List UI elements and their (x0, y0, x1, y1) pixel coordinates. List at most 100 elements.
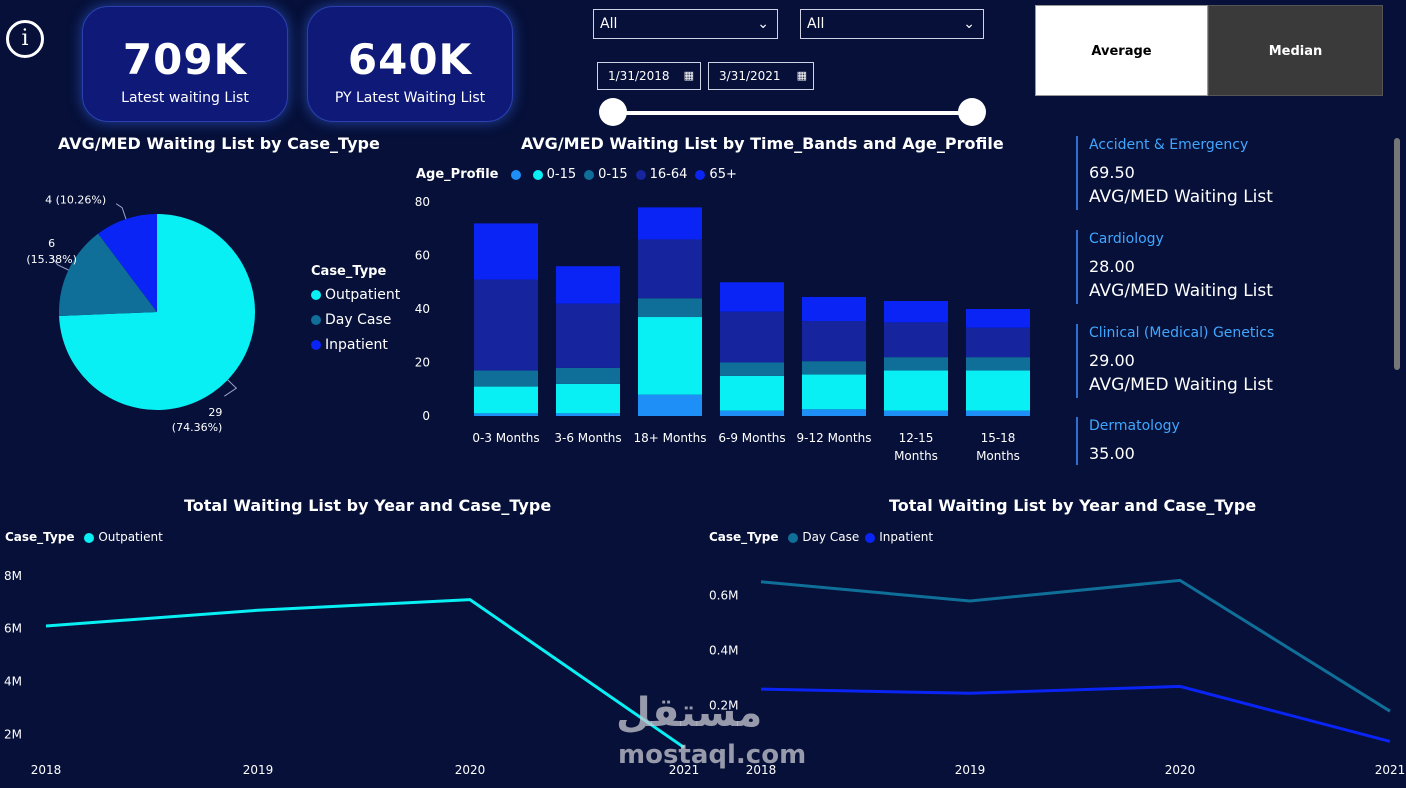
bar-segment (720, 375, 784, 411)
calendar-icon[interactable]: ▦ (683, 69, 694, 82)
legend-dot-icon (84, 532, 95, 543)
filter-dropdown-2[interactable]: All ⌄ (800, 9, 984, 39)
bar-segment (474, 370, 538, 387)
info-icon[interactable]: i (6, 20, 44, 58)
bar-segment (474, 279, 538, 371)
dropdown-value: All (600, 16, 618, 32)
pie-leader-line (51, 256, 69, 271)
bar-segment (638, 298, 702, 318)
card-category: Cardiology (1089, 231, 1164, 247)
pie-data-label: (74.36%) (172, 421, 223, 434)
x-tick-label: 3-6 Months (554, 431, 621, 445)
bar-legend-item[interactable]: 16-64 (635, 167, 688, 182)
bar-chart-title: AVG/MED Waiting List by Time_Bands and A… (521, 134, 1004, 153)
date-end-input[interactable]: 3/31/2021 ▦ (708, 62, 814, 90)
legend-label: 0-15 (598, 167, 628, 182)
card-accent-bar (1076, 417, 1078, 465)
x-tick-label: Months (894, 449, 938, 463)
legend-label: Inpatient (879, 530, 934, 544)
bar-legend: Age_Profile 0-15 0-15 16-64 65+ (416, 167, 737, 182)
card-category: Clinical (Medical) Genetics (1089, 325, 1275, 341)
legend-dot-icon (584, 169, 595, 180)
card-measure-label: AVG/MED Waiting List (1089, 281, 1273, 301)
bar-segment (556, 367, 620, 384)
bar-legend-item[interactable] (510, 167, 525, 182)
line-chart-2-title: Total Waiting List by Year and Case_Type (889, 496, 1257, 515)
bar-segment (884, 300, 948, 323)
card-accent-bar (1076, 136, 1078, 210)
legend-dot-icon (532, 169, 543, 180)
bar-legend-item[interactable]: 0-15 (532, 167, 577, 182)
dropdown-value: All (807, 16, 825, 32)
pie-data-label: (15.38%) (26, 253, 77, 266)
card-value: 69.50 (1089, 163, 1135, 182)
card-value: 35.00 (1089, 444, 1135, 463)
kpi-label: PY Latest Waiting List (334, 90, 486, 106)
calendar-icon[interactable]: ▦ (796, 69, 807, 82)
pie-legend-item[interactable]: Outpatient (311, 287, 400, 303)
chevron-down-icon: ⌄ (757, 16, 769, 32)
card-measure-label: AVG/MED Waiting List (1089, 375, 1273, 395)
bar-legend-item[interactable]: 65+ (695, 167, 737, 182)
legend-dot-icon (865, 532, 876, 543)
bar-segment (966, 410, 1030, 416)
legend-label: 65+ (709, 167, 737, 182)
legend-label: 0-15 (546, 167, 577, 182)
filter-dropdown-1[interactable]: All ⌄ (593, 9, 778, 39)
legend-label: Inpatient (325, 337, 388, 353)
series-line-inpatient (760, 684, 1391, 743)
bar-segment (720, 410, 784, 416)
median-button[interactable]: Median (1208, 5, 1383, 96)
line2-legend-title: Case_Type (709, 530, 779, 544)
legend-label: 16-64 (649, 167, 688, 182)
y-tick-label: 4M (4, 674, 22, 688)
pie-data-label: 6 (48, 237, 55, 250)
y-tick-label: 60 (415, 249, 430, 263)
y-tick-label: 40 (415, 302, 430, 316)
x-tick-label: 2020 (1165, 763, 1196, 777)
bar-segment (802, 361, 866, 375)
card-value: 28.00 (1089, 257, 1135, 276)
bar-segment (556, 303, 620, 368)
date-slider-end-handle[interactable] (958, 98, 986, 126)
card-scrollbar[interactable] (1394, 138, 1400, 370)
card-value: 29.00 (1089, 351, 1135, 370)
date-slider-start-handle[interactable] (599, 98, 627, 126)
line-legend-item[interactable]: Inpatient (865, 530, 933, 544)
watermark-arabic: مستقل (616, 690, 763, 736)
pie-slice-day-case (59, 233, 157, 316)
pie-legend-item[interactable]: Day Case (311, 312, 400, 328)
x-tick-label: 2021 (1375, 763, 1406, 777)
legend-dot-icon (311, 290, 321, 300)
kpi-card-py: 640K PY Latest Waiting List (307, 6, 513, 122)
line-legend-item[interactable]: Day Case (788, 530, 859, 544)
bar-segment (556, 383, 620, 414)
bar-segment (966, 309, 1030, 328)
y-tick-label: 2M (4, 727, 22, 741)
legend-label: Outpatient (325, 287, 401, 303)
bar-segment (638, 317, 702, 395)
stacked-bar-chart: 0 20 40 60 80 0-3 Months 3-6 Months 18+ Months… (415, 195, 1030, 463)
x-tick-label: 6-9 Months (718, 431, 785, 445)
bar-segment (720, 362, 784, 376)
pie-slice-inpatient (98, 214, 157, 312)
y-tick-label: 20 (415, 356, 430, 370)
x-tick-label: 2018 (31, 763, 62, 777)
line-legend-item[interactable]: Outpatient (84, 530, 163, 544)
bar-segment (802, 409, 866, 416)
bar-segment (884, 410, 948, 416)
pie-leader-line (115, 203, 127, 220)
pie-leader-line (224, 379, 238, 397)
bar-segment (638, 239, 702, 299)
average-button[interactable]: Average (1035, 5, 1208, 96)
line-chart-1-title: Total Waiting List by Year and Case_Type (184, 496, 552, 515)
date-start-input[interactable]: 1/31/2018 ▦ (597, 62, 701, 90)
card-measure-label: AVG/MED Waiting List (1089, 187, 1273, 207)
date-slider-track[interactable] (612, 111, 972, 115)
x-tick-label: 9-12 Months (797, 431, 872, 445)
pie-chart: 29 (74.36%) 6 (15.38%) 4 (10.26%) (26, 194, 255, 434)
pie-legend-item[interactable]: Inpatient (311, 337, 400, 353)
pie-legend: Outpatient Day Case Inpatient (311, 287, 400, 362)
bar-legend-item[interactable]: 0-15 (584, 167, 628, 182)
legend-dot-icon (635, 169, 646, 180)
